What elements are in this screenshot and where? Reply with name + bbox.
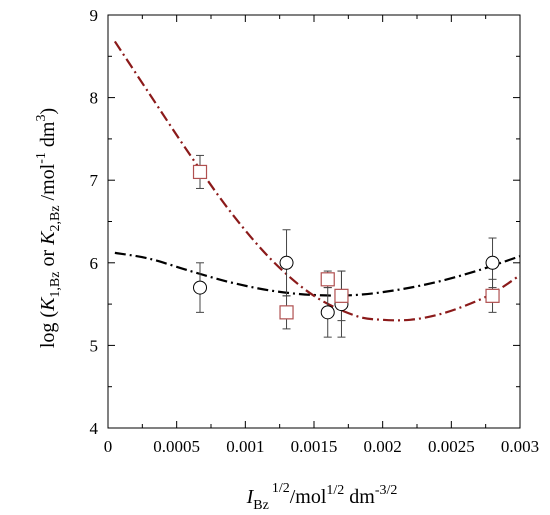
y-tick-labels: 4 5 6 7 8 9 [90,6,99,438]
x-tick-label: 0 [104,437,113,456]
y-tick-label: 9 [90,6,99,25]
square-marker [334,288,349,303]
axis-ticks [107,14,521,429]
y-tick-label: 4 [90,419,99,438]
square-marker [279,305,294,320]
y-tick-label: 5 [90,336,99,355]
circle-marker [193,280,208,295]
square-marker [192,164,208,180]
y-tick-label: 7 [90,171,99,190]
x-tick-label: 0.0005 [153,437,200,456]
square-marker [320,272,335,287]
x-tick-label: 0.003 [501,437,539,456]
fit-curve-1 [114,251,521,297]
x-tick-labels: 0 0.0005 0.001 0.0015 0.002 0.0025 0.003 [104,437,539,456]
x-axis-label: IBz1/2/mol1/2 dm-3/2 [246,481,398,513]
x-tick-label: 0.002 [364,437,402,456]
y-tick-label: 6 [90,254,99,273]
circle-marker [279,255,294,270]
square-marker [485,288,500,303]
plot-frame [107,14,521,429]
x-tick-label: 0.0015 [291,437,338,456]
fit-lines [113,40,521,322]
circle-marker [320,305,335,320]
x-tick-label: 0.0025 [428,437,475,456]
circle-marker [485,255,500,270]
x-tick-label: 0.001 [226,437,264,456]
y-axis-label: log (K1,Bz or K2,Bz /mol-1 dm3) [34,108,63,348]
y-tick-label: 8 [90,89,99,108]
fit-curve-2 [113,40,521,322]
data-markers [192,164,500,320]
